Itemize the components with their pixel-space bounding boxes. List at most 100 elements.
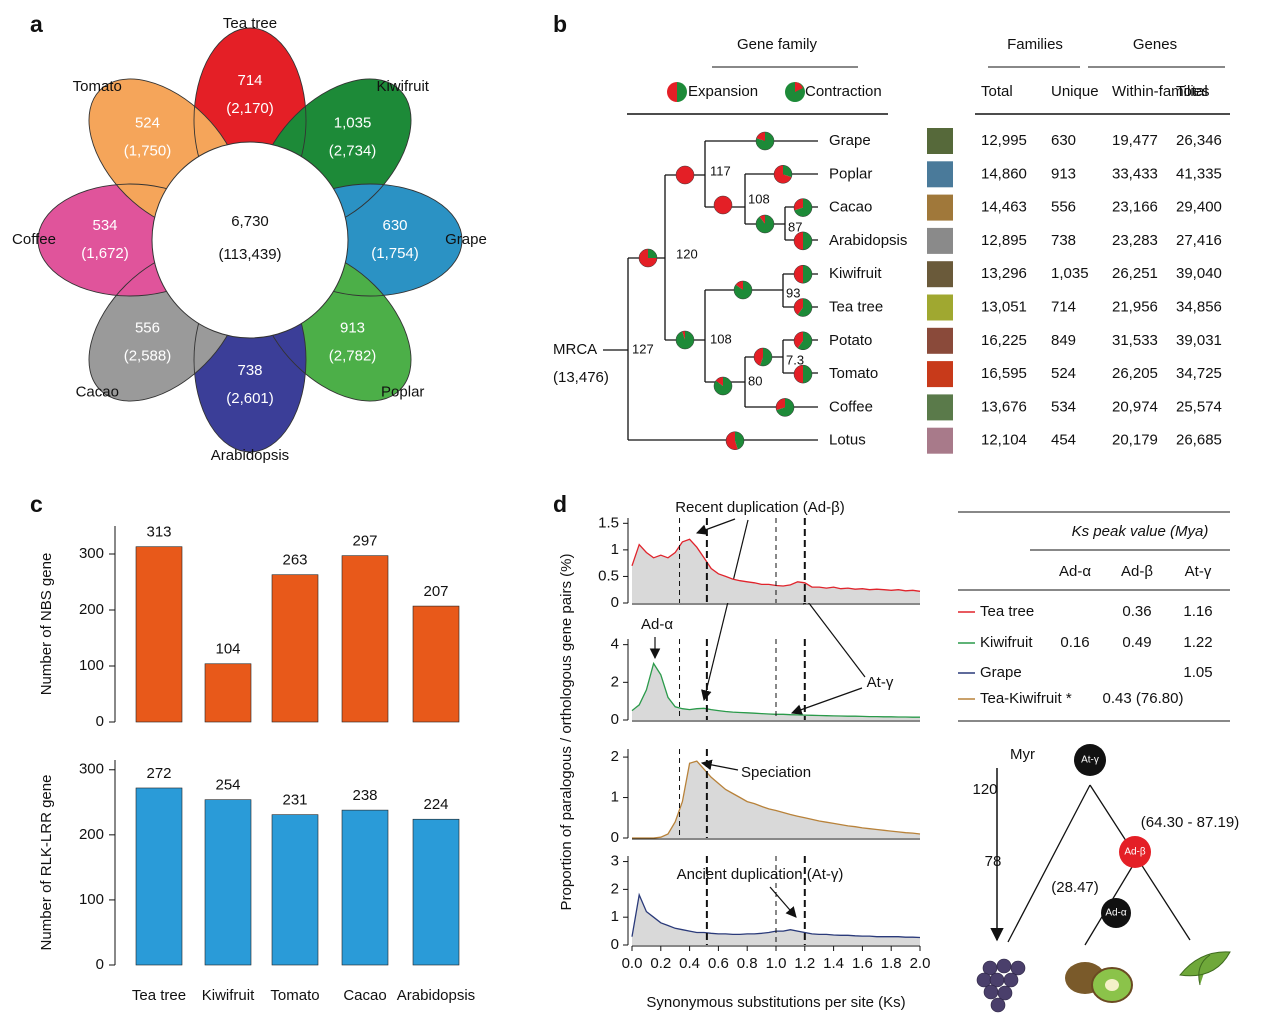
x-tick-label: 1.0	[766, 955, 787, 972]
table-cell: 534	[1051, 398, 1076, 415]
petal-count: 534	[92, 217, 117, 234]
species-name: Potato	[829, 332, 872, 349]
grape-image	[976, 958, 1026, 1013]
pie-contraction	[648, 249, 657, 258]
node-support: 108	[710, 331, 732, 346]
y-tick-label: 2	[611, 673, 619, 690]
table-cell: 23,166	[1112, 199, 1158, 216]
table-cell: 12,104	[981, 432, 1027, 449]
table-cell: 34,725	[1176, 365, 1222, 382]
table-cell: 0.43 (76.80)	[1103, 690, 1184, 707]
table-cell: 13,296	[981, 265, 1027, 282]
species-name: Kiwifruit	[376, 78, 429, 95]
x-axis-label: Synonymous substitutions per site (Ks)	[646, 994, 905, 1011]
y-tick-label: 0	[611, 936, 619, 953]
pie-expansion	[793, 198, 803, 211]
x-tick-label: 0.6	[708, 955, 729, 972]
time-tick: 78	[985, 853, 1002, 870]
pie-expansion	[715, 377, 723, 386]
pie-contraction	[797, 298, 812, 317]
table-cell: 26,685	[1176, 432, 1222, 449]
table-cell: 16,225	[981, 332, 1027, 349]
y-tick-label: 1	[611, 541, 619, 558]
pie-expansion	[713, 195, 733, 215]
core-total: (113,439)	[218, 246, 281, 263]
column-header: Within-families	[1112, 83, 1210, 100]
value-label: 238	[352, 787, 377, 804]
pie-contraction	[734, 281, 752, 299]
column-header: Unique	[1051, 83, 1099, 100]
table-cell: 14,463	[981, 199, 1027, 216]
table-cell: 0.49	[1122, 634, 1151, 651]
species-photo	[927, 327, 953, 354]
pie-expansion	[794, 298, 803, 315]
table-cell: 849	[1051, 332, 1076, 349]
table-cell: 34,856	[1176, 298, 1222, 315]
x-tick-label: 0.4	[679, 955, 700, 972]
value-label: 297	[352, 533, 377, 550]
petal-total: (2,170)	[226, 100, 274, 117]
legend-label: Expansion	[688, 83, 758, 100]
bar	[135, 787, 183, 966]
y-tick-label: 3	[611, 853, 619, 870]
species-photo	[927, 194, 953, 221]
table-cell: 14,860	[981, 165, 1027, 182]
pie-contraction	[803, 265, 812, 284]
y-tick-label: 300	[79, 545, 104, 562]
pie-contraction	[776, 398, 794, 417]
core-count: 6,730	[231, 213, 269, 230]
table-cell: 630	[1051, 132, 1076, 149]
species-name: Poplar	[381, 384, 424, 401]
node-support: 80	[748, 373, 762, 388]
table-cell: 39,031	[1176, 332, 1222, 349]
pie-contraction	[735, 431, 744, 450]
table-cell: 524	[1051, 365, 1076, 382]
legend-label: Contraction	[805, 83, 882, 100]
petal-total: (2,588)	[124, 347, 172, 364]
species-name: Poplar	[829, 165, 872, 182]
column-header: Total	[981, 83, 1013, 100]
pie-expansion	[675, 165, 695, 185]
y-tick-label: 100	[79, 657, 104, 674]
pie-outline	[713, 376, 733, 396]
y-axis-label: Number of RLK-LRR gene	[38, 775, 55, 951]
annotation-arrows	[649, 518, 866, 918]
bar	[204, 663, 252, 723]
species-photo	[927, 261, 953, 288]
petal-count: 738	[237, 362, 262, 379]
x-tick-label: 1.2	[794, 955, 815, 972]
node-support: 7.3	[786, 352, 804, 367]
pie-contraction	[783, 165, 792, 178]
x-tick-label: 0.0	[622, 955, 643, 972]
species-name: Tea tree	[829, 298, 883, 315]
time-tick: 120	[972, 781, 997, 798]
axis-unit: Myr	[1010, 746, 1035, 763]
pie-outline	[755, 214, 775, 234]
y-tick-label: 1.5	[598, 514, 619, 531]
species-name: Coffee	[12, 231, 56, 248]
species-name: Grape	[445, 231, 487, 248]
panel-label: c	[30, 491, 43, 517]
table-cell: 913	[1051, 165, 1076, 182]
pie-contraction	[803, 231, 812, 250]
area	[632, 539, 920, 603]
y-tick-label: 200	[79, 826, 104, 843]
node-support: 117	[710, 163, 731, 178]
table-cell: 738	[1051, 232, 1076, 249]
species-tree	[1007, 784, 1191, 946]
pie-expansion	[735, 281, 743, 290]
x-tick-label: Tomato	[270, 987, 319, 1004]
species-photo	[927, 394, 953, 421]
event-label: Ad-α	[1105, 908, 1127, 919]
petal-count: 556	[135, 319, 160, 336]
table-cell: 1.05	[1183, 664, 1212, 681]
table-title: Ks peak value (Mya)	[1072, 523, 1209, 540]
petal-total: (2,782)	[329, 347, 377, 364]
bar	[204, 799, 252, 966]
y-tick-label: 0	[96, 713, 104, 730]
petal-total: (1,754)	[371, 245, 419, 262]
pie-outline	[793, 298, 813, 317]
species-name: Tomato	[73, 78, 122, 95]
pie-contraction	[803, 365, 812, 384]
